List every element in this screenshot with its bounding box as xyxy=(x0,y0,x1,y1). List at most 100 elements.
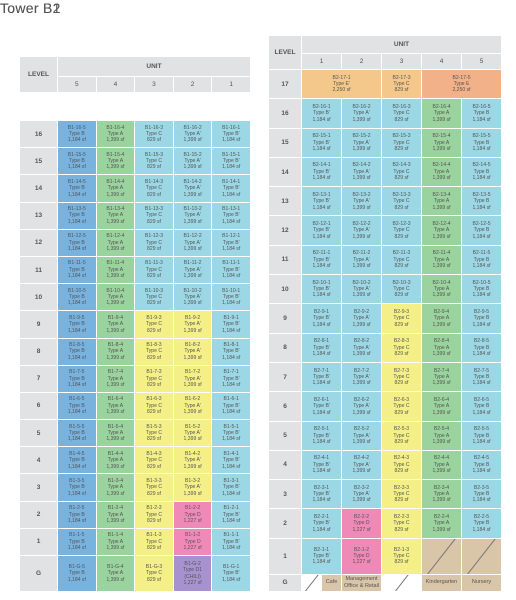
unit-type: Type A xyxy=(107,212,124,219)
unit-type: Type A xyxy=(433,110,450,117)
unit-type: Type A' xyxy=(353,373,370,380)
unit-type: Type B' xyxy=(313,315,330,322)
unit-type: Type B xyxy=(473,315,490,322)
unit-code: B2-6-2 xyxy=(353,396,370,403)
unit-type: Type B' xyxy=(313,432,330,439)
unit-code: B2-9-2 xyxy=(353,308,370,315)
amenity-cell xyxy=(422,538,461,574)
unit-area: 829 sf xyxy=(394,559,409,566)
unit-cell: B1-4-1 Type B' 1,184 sf xyxy=(212,447,250,474)
unit-code: B1-2-3 xyxy=(146,505,162,512)
unit-cell: B2-9-4 Type A 1,399 sf xyxy=(422,304,461,333)
unit-type: Type A xyxy=(107,294,124,301)
unit-code: B2-15-2 xyxy=(352,133,371,140)
unit-area: 829 sf xyxy=(147,576,161,583)
unit-area: 1,399 sf xyxy=(106,191,125,198)
unit-cell: B1-G-2 Type D1 (CHILI) 1,227 sf xyxy=(173,556,212,591)
unit-header: UNIT xyxy=(58,57,250,76)
unit-area: 829 sf xyxy=(394,438,409,445)
unit-cell: B2-11-4 Type A 1,399 sf xyxy=(422,245,461,275)
unit-cell: B2-2-3 Type C 829 sf xyxy=(382,509,421,538)
unit-code: B2-5-4 xyxy=(433,426,450,433)
unit-code: B2-6-1 xyxy=(313,396,330,403)
unit-cell: B2-15-1 Type B' 1,184 sf xyxy=(302,128,341,157)
unit-cell: B1-14-2 Type A' 1,399 sf xyxy=(173,175,212,202)
unit-type: Type A xyxy=(107,130,124,137)
unit-header: UNIT xyxy=(302,36,501,53)
unit-cell: B1-16-2 Type A' 1,399 sf xyxy=(173,121,212,148)
spacer-row xyxy=(20,93,250,120)
level-label: 7 xyxy=(20,365,57,392)
unit-type: Type C xyxy=(145,348,163,355)
unit-code: B1-16-2 xyxy=(183,124,202,131)
unit-cell: B2-3-5 Type B 1,184 sf xyxy=(462,480,501,509)
unit-area: 1,399 sf xyxy=(432,468,451,475)
unit-cell: B1-15-2 Type A' 1,399 sf xyxy=(173,148,212,175)
unit-type: Type A xyxy=(107,538,124,545)
unit-cell: B2-4-1 Type B' 1,184 sf xyxy=(302,450,341,480)
unit-cell: B2-14-5 Type B 1,184 sf xyxy=(462,157,501,187)
unit-area: 1,227 sf xyxy=(183,517,202,524)
unit-code: B2-13-5 xyxy=(472,191,491,198)
unit-type: Type A' xyxy=(353,344,370,351)
unit-type: Type A' xyxy=(184,321,201,328)
unit-code: B2-14-3 xyxy=(392,162,411,169)
unit-code: B1-12-5 xyxy=(67,233,86,240)
unit-area: 1,399 sf xyxy=(106,164,125,171)
unit-code: B1-2-2 xyxy=(184,505,201,512)
unit-cell: B1-3-2 Type A' 1,399 sf xyxy=(173,474,212,501)
unit-cell: B1-16-4 Type A 1,399 sf xyxy=(96,121,135,148)
unit-cell: B2-5-5 Type B 1,184 sf xyxy=(462,421,501,450)
unit-area: 829 sf xyxy=(147,191,161,198)
unit-cell: B1-12-3 Type C 829 sf xyxy=(135,229,173,256)
unit-type: Type B xyxy=(473,491,490,498)
level-label: 12 xyxy=(20,229,57,256)
unit-cell: B2-12-2 Type A' 1,399 sf xyxy=(342,216,381,245)
unit-code: B1-14-3 xyxy=(144,178,164,185)
unit-area: 1,184 sf xyxy=(312,292,331,299)
unit-type: Type A xyxy=(433,403,450,410)
unit-area: 1,399 sf xyxy=(432,321,451,328)
unit-code: B1-6-3 xyxy=(146,396,162,403)
unit-code: B2-12-3 xyxy=(392,221,411,228)
unit-cell: B1-6-4 Type A 1,399 sf xyxy=(96,392,135,420)
unit-cell: B2-8-3 Type C 829 sf xyxy=(382,333,421,362)
unit-number: 1 xyxy=(302,54,341,69)
unit-cell: B1-13-2 Type A' 1,399 sf xyxy=(173,202,212,229)
unit-cell: B2-2-5 Type B 1,184 sf xyxy=(462,509,501,538)
unit-type: Type C xyxy=(145,484,163,491)
unit-code: B1-3-2 xyxy=(184,477,201,484)
unit-area: 1,399 sf xyxy=(183,246,202,253)
unit-code: B1-11-4 xyxy=(106,260,125,267)
unit-area: 1,184 sf xyxy=(312,497,331,504)
unit-type: Type B xyxy=(473,403,490,410)
unit-code: B1-11-3 xyxy=(145,260,163,267)
unit-code: B1-15-1 xyxy=(222,151,241,158)
unit-area: 1,184 sf xyxy=(222,381,241,388)
level-label: 11 xyxy=(20,256,57,284)
unit-area: 1,399 sf xyxy=(106,327,125,334)
unit-code: B2-7-4 xyxy=(433,367,450,374)
unit-type: Type A' xyxy=(184,239,201,246)
unit-area: 1,184 sf xyxy=(67,490,86,497)
unit-cell: B2-14-2 Type A' 1,399 sf xyxy=(342,157,381,187)
unit-code: B2-10-4 xyxy=(432,279,451,286)
unit-area: 1,399 sf xyxy=(106,381,125,388)
unit-type: Type A xyxy=(107,429,124,436)
unit-code: B1-5-1 xyxy=(223,423,239,430)
unit-cell: B1-10-1 Type B' 1,184 sf xyxy=(212,284,250,311)
unit-type: Type B' xyxy=(313,373,330,380)
unit-type: Type B' xyxy=(222,239,240,246)
unit-cell: B2-12-4 Type A 1,399 sf xyxy=(422,216,461,245)
unit-code: B2-13-3 xyxy=(392,191,411,198)
unit-cell: B1-11-4 Type A 1,399 sf xyxy=(96,256,135,284)
unit-code: B1-10-2 xyxy=(183,287,202,294)
unit-cell: B2-17-1 Type E' 2,250 sf xyxy=(302,70,381,99)
unit-type: Type A' xyxy=(353,198,370,205)
unit-code: B1-4-3 xyxy=(146,450,162,457)
unit-code: B1-10-5 xyxy=(67,287,86,294)
unit-code: B1-12-3 xyxy=(144,233,164,240)
unit-code: B2-8-3 xyxy=(393,338,410,345)
level-label: 7 xyxy=(269,362,301,392)
unit-type: Type B xyxy=(68,239,85,246)
